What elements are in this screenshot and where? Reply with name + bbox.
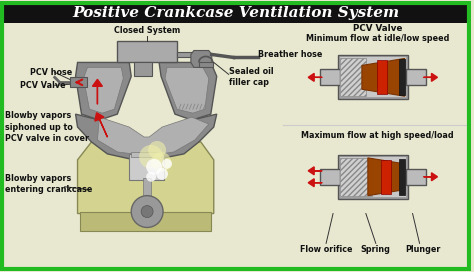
Bar — [340, 158, 372, 196]
Circle shape — [131, 196, 163, 227]
Bar — [340, 157, 406, 197]
Bar — [320, 169, 340, 185]
Circle shape — [151, 152, 171, 172]
Bar — [2, 3, 469, 23]
Bar — [134, 63, 152, 76]
Bar — [131, 152, 162, 157]
Bar — [399, 159, 405, 195]
Text: Breather hose: Breather hose — [258, 50, 323, 59]
Text: Blowby vapors
entering crankcase: Blowby vapors entering crankcase — [5, 174, 92, 194]
FancyArrow shape — [92, 79, 102, 104]
Polygon shape — [83, 67, 123, 113]
Bar — [406, 69, 426, 85]
Polygon shape — [368, 158, 405, 196]
Bar — [129, 154, 164, 180]
Circle shape — [146, 172, 156, 182]
FancyArrow shape — [308, 167, 322, 175]
Circle shape — [141, 206, 153, 218]
Polygon shape — [165, 67, 209, 113]
Text: PCV Valve: PCV Valve — [353, 24, 402, 33]
FancyArrow shape — [424, 73, 438, 81]
Bar — [406, 169, 426, 185]
Circle shape — [146, 159, 162, 175]
Polygon shape — [191, 51, 212, 67]
Circle shape — [148, 141, 166, 159]
Bar — [377, 60, 387, 94]
Text: Plunger: Plunger — [405, 245, 440, 254]
Text: Flow orifice: Flow orifice — [300, 245, 352, 254]
Text: Sealed oil
filler cap: Sealed oil filler cap — [228, 67, 273, 87]
FancyArrow shape — [424, 173, 438, 181]
Text: Closed System: Closed System — [114, 26, 180, 35]
Text: Minimum flow at idle/low speed: Minimum flow at idle/low speed — [306, 34, 449, 43]
Bar — [70, 77, 88, 87]
Bar — [338, 55, 408, 99]
Bar — [399, 60, 405, 95]
Circle shape — [156, 168, 168, 180]
Bar — [338, 155, 408, 199]
Polygon shape — [362, 58, 405, 96]
Bar — [199, 63, 213, 67]
Polygon shape — [75, 63, 131, 120]
Bar — [381, 160, 391, 194]
Bar — [80, 212, 211, 231]
Bar — [118, 41, 177, 63]
Polygon shape — [98, 117, 209, 156]
Circle shape — [162, 159, 172, 169]
Text: Blowby vapors
siphoned up to
PCV valve in cover: Blowby vapors siphoned up to PCV valve i… — [5, 112, 89, 143]
Text: PCV Valve: PCV Valve — [20, 81, 65, 90]
Text: Spring: Spring — [361, 245, 391, 254]
Polygon shape — [78, 142, 214, 214]
Polygon shape — [159, 63, 217, 120]
Circle shape — [139, 145, 163, 169]
Bar — [320, 69, 340, 85]
Polygon shape — [177, 52, 199, 57]
Bar — [340, 57, 406, 97]
Text: Maximum flow at high speed/load: Maximum flow at high speed/load — [301, 131, 454, 140]
FancyArrow shape — [308, 179, 322, 187]
Text: PCV hose: PCV hose — [30, 68, 72, 77]
Polygon shape — [75, 114, 217, 160]
Text: Positive Crankcase Ventilation System: Positive Crankcase Ventilation System — [72, 6, 399, 20]
FancyArrow shape — [95, 113, 108, 137]
Bar — [143, 178, 151, 209]
FancyArrow shape — [308, 73, 322, 81]
Bar — [340, 58, 366, 96]
